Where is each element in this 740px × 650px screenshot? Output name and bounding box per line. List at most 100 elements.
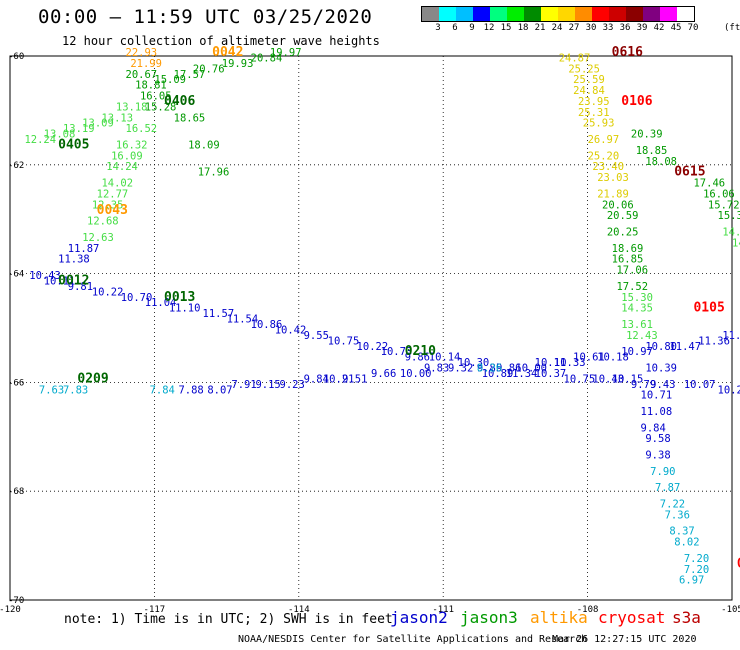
wave-height-value: 25.31	[578, 107, 610, 119]
wave-height-value: 18.81	[135, 80, 167, 92]
colorbar-swatch	[541, 7, 558, 21]
wave-height-value: 19.93	[222, 58, 254, 70]
wave-height-value: 11.34	[506, 368, 538, 380]
wave-height-value: 21.89	[597, 188, 629, 200]
wave-height-value: 16.09	[111, 150, 143, 162]
pass-number-label: 0104	[737, 556, 740, 571]
wave-height-value: 11.47	[669, 341, 701, 353]
wave-height-value: 17.96	[198, 167, 230, 179]
wave-height-value: 10.22	[92, 286, 124, 298]
colorbar-swatch	[507, 7, 524, 21]
wave-height-value: 10.00	[400, 368, 432, 380]
wave-height-value: 15.72	[708, 199, 740, 211]
colorbar-label: 18	[517, 23, 529, 33]
wave-height-value: 20.06	[602, 199, 634, 211]
wave-height-value: 10.11	[44, 275, 76, 287]
wave-height-value: 10.37	[535, 368, 567, 380]
lat-tick-label: -68	[8, 487, 24, 497]
legend-entry-s3a: s3a	[672, 608, 701, 627]
wave-height-value: 9.58	[645, 433, 670, 445]
colorbar-unit: (ft)	[724, 23, 740, 33]
wave-height-value: 10.11	[535, 357, 567, 369]
pass-number-label: 0209	[77, 371, 108, 386]
pass-number-label: 0405	[58, 137, 89, 152]
wave-height-value: 17.57	[174, 69, 206, 81]
wave-height-value: 10.43	[592, 373, 624, 385]
wave-height-value: 10.86	[251, 319, 283, 331]
wave-height-value: 14.02	[101, 178, 133, 190]
colorbar-label: 33	[602, 23, 614, 33]
lat-tick-label: -62	[8, 161, 24, 171]
pass-number-label: 0013	[164, 290, 195, 305]
wave-height-value: 10.20	[718, 384, 740, 396]
wave-height-value: 9.84	[641, 422, 666, 434]
wave-height-value: 9.15	[255, 379, 280, 391]
wave-height-value: 16.32	[116, 139, 148, 151]
pass-number-label: 0616	[612, 45, 643, 60]
wave-height-value: 15.30	[621, 292, 653, 304]
wave-height-value: 10.33	[554, 357, 586, 369]
colorbar-label: 70	[687, 23, 699, 33]
wave-height-value: 10.39	[645, 363, 677, 375]
colorbar-swatch	[524, 7, 541, 21]
pass-number-label: 0012	[58, 273, 89, 288]
lat-tick-label: -70	[8, 596, 24, 606]
legend-entry-jason3: jason3	[460, 608, 518, 627]
wave-height-value: 8.26	[477, 363, 502, 375]
wave-height-value: 23.03	[597, 172, 629, 184]
wave-height-value: 20.67	[126, 69, 158, 81]
wave-height-value: 9.38	[645, 450, 670, 462]
wave-height-value: 10.14	[429, 352, 461, 364]
wave-height-value: 7.63	[39, 384, 64, 396]
wave-height-value: 13.19	[63, 123, 95, 135]
colorbar-swatch	[609, 7, 626, 21]
colorbar	[421, 6, 695, 22]
lat-tick-label: -66	[8, 378, 24, 388]
wave-height-value: 12.35	[92, 199, 124, 211]
lon-tick-label: -120	[0, 605, 21, 615]
wave-height-value: 24.87	[559, 52, 591, 64]
colorbar-label: 6	[452, 23, 458, 33]
wave-height-value: 18.09	[188, 139, 220, 151]
wave-height-value: 20.39	[631, 129, 663, 141]
wave-height-value: 7.88	[178, 384, 203, 396]
colorbar-label: 21	[534, 23, 546, 33]
wave-height-value: 10.22	[357, 341, 389, 353]
colorbar-swatch	[422, 7, 439, 21]
wave-height-value: 14.24	[106, 161, 138, 173]
wave-height-value: 14.92	[732, 237, 740, 249]
wave-height-value: 7.83	[63, 384, 88, 396]
colorbar-swatch	[677, 7, 694, 21]
colorbar-label: 9	[469, 23, 475, 33]
wave-height-value: 11.38	[58, 254, 90, 266]
wave-height-value: 13.13	[101, 112, 133, 124]
colorbar-label: 3	[435, 23, 441, 33]
colorbar-label: 27	[568, 23, 580, 33]
lon-tick-label: -108	[577, 605, 599, 615]
footer-credit: NOAA/NESDIS Center for Satellite Applica…	[238, 634, 588, 645]
pass-number-label: 0406	[164, 94, 195, 109]
wave-height-value: 11.04	[145, 297, 177, 309]
wave-height-value: 11.08	[641, 406, 673, 418]
wave-height-value: 25.25	[568, 63, 600, 75]
wave-height-value: 10.75	[328, 335, 360, 347]
wave-height-value: 7.36	[665, 509, 690, 521]
colorbar-label: 15	[500, 23, 512, 33]
wave-height-value: 10.71	[641, 390, 673, 402]
wave-height-value: 18.69	[612, 243, 644, 255]
colorbar-swatch	[473, 7, 490, 21]
wave-height-value: 13.08	[44, 129, 76, 141]
colorbar-label: 42	[653, 23, 665, 33]
wave-height-value: 10.00	[515, 363, 547, 375]
page-title: 00:00 – 11:59 UTC 03/25/2020	[38, 6, 373, 28]
colorbar-swatch	[643, 7, 660, 21]
pass-number-label: 0042	[212, 45, 243, 60]
wave-height-value: 10.73	[381, 346, 413, 358]
wave-height-value: 8.37	[669, 526, 694, 538]
wave-height-value: 7.20	[684, 564, 709, 576]
wave-height-value: 20.84	[251, 52, 283, 64]
wave-height-value: 25.59	[573, 74, 605, 86]
wave-height-value: 7.87	[655, 482, 680, 494]
